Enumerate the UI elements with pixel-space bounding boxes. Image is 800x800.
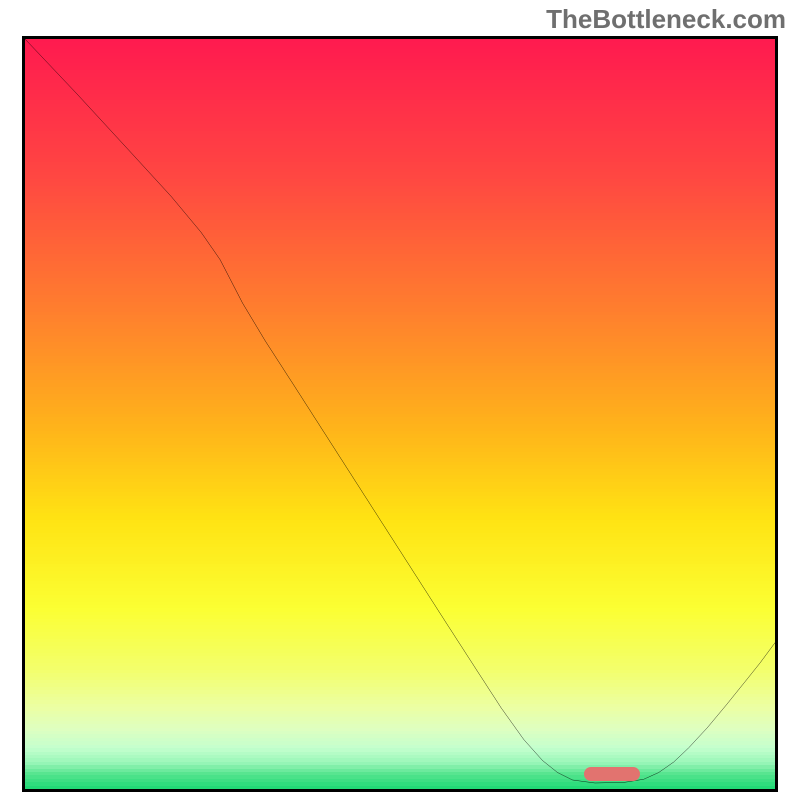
watermark-text: TheBottleneck.com <box>546 4 786 35</box>
optimal-range-marker <box>584 767 640 781</box>
plot-area <box>22 36 778 792</box>
bottleneck-curve <box>25 39 775 789</box>
